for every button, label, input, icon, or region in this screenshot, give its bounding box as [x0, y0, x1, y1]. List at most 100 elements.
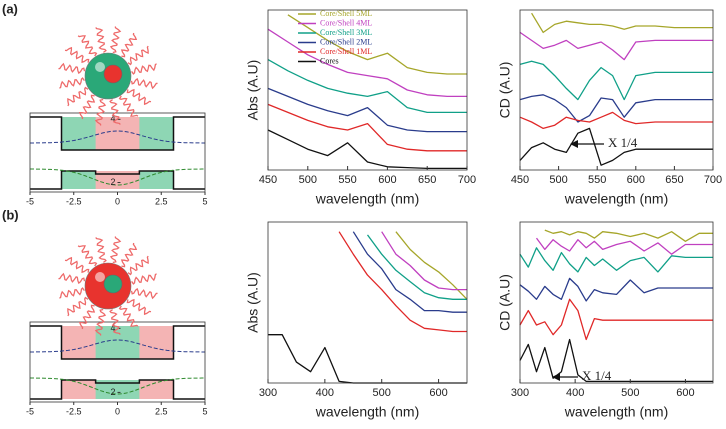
spectrum-line — [338, 231, 467, 333]
ligand — [94, 98, 107, 126]
ligand — [109, 99, 121, 125]
y-axis-label: CD (A.U) — [497, 274, 513, 331]
core-sphere — [103, 64, 123, 84]
ligand — [78, 304, 96, 330]
x-tick-label: 450 — [259, 174, 277, 186]
y-axis-label: Abs (A.U) — [245, 60, 261, 121]
legend-label: Core/Shell 3ML — [320, 28, 372, 37]
ligand — [58, 62, 86, 75]
spectrum-line — [531, 12, 713, 34]
y-axis-label: CD (A.U) — [497, 62, 513, 119]
spectrum-line — [519, 94, 713, 123]
x-tick-label: 700 — [704, 174, 722, 186]
ligand — [77, 35, 98, 57]
ligand — [95, 27, 107, 53]
spectrum-line — [519, 60, 713, 101]
x-tick-label: 600 — [676, 387, 694, 399]
spectrum-line — [352, 231, 467, 313]
ligand — [58, 272, 86, 285]
x-axis-label: wavelength (nm) — [315, 191, 420, 207]
x-tick-label: 300 — [511, 387, 529, 399]
spectrum-line — [381, 231, 467, 291]
ligand — [78, 94, 96, 120]
annotation: X 1/4 — [608, 135, 638, 150]
x-tick-label: -5 — [26, 196, 34, 206]
spectrum-line — [267, 59, 467, 114]
core-band — [95, 171, 140, 189]
spectrum-line — [544, 229, 713, 242]
y-tick-label: 4 — [110, 323, 115, 333]
x-tick-label: -2.5 — [66, 196, 82, 206]
x-tick-label: 650 — [418, 174, 436, 186]
y-tick-label: 2 — [110, 177, 115, 187]
spectrum-line — [267, 103, 467, 152]
x-tick-label: 500 — [299, 174, 317, 186]
x-tick-label: 2.5 — [155, 196, 168, 206]
ligand — [120, 242, 138, 268]
ligand — [64, 46, 90, 64]
y-tick-label: 2 — [110, 387, 115, 397]
ligand — [95, 237, 107, 263]
ligand — [109, 236, 122, 264]
x-axis-label: wavelength (nm) — [564, 191, 669, 207]
spectrum-line — [267, 28, 467, 98]
ligand — [120, 32, 138, 58]
ligand — [109, 309, 121, 335]
ligand — [118, 95, 139, 117]
x-tick-label: 600 — [378, 174, 396, 186]
y-axis-label: Abs (A.U) — [245, 272, 261, 333]
ligand — [118, 305, 139, 327]
ligand — [67, 296, 89, 317]
spectrum-line — [519, 298, 713, 341]
spectrum-line — [267, 87, 467, 133]
x-tick-label: 2.5 — [155, 406, 168, 416]
plot-frame — [519, 221, 714, 384]
x-axis-label: wavelength (nm) — [564, 404, 669, 420]
legend-label: Cores — [320, 56, 339, 65]
spectrum-line — [287, 14, 467, 75]
x-tick-label: 5 — [202, 406, 207, 416]
ligand — [131, 273, 157, 285]
x-tick-label: 650 — [665, 174, 683, 186]
x-tick-label: 600 — [429, 387, 447, 399]
band-edge — [30, 116, 205, 190]
x-tick-label: 550 — [338, 174, 356, 186]
spectrum-line — [519, 31, 713, 61]
legend-label: Core/Shell 5ML — [320, 9, 372, 18]
x-tick-label: 450 — [511, 174, 529, 186]
ligand — [130, 287, 158, 300]
wavefunction — [30, 377, 205, 395]
spectrum-line — [519, 338, 713, 383]
panel-label: (b) — [2, 207, 19, 222]
legend-label: Core/Shell 1ML — [320, 47, 372, 56]
highlight — [95, 272, 105, 282]
plot-frame — [519, 9, 714, 171]
legend-label: Core/Shell 2ML — [320, 37, 372, 46]
core-sphere — [103, 274, 123, 294]
x-tick-label: 5 — [202, 196, 207, 206]
spectrum-line — [395, 231, 468, 300]
ligand — [67, 86, 89, 107]
x-axis-label: wavelength (nm) — [315, 404, 420, 420]
x-tick-label: 500 — [549, 174, 567, 186]
x-tick-label: 600 — [627, 174, 645, 186]
x-tick-label: 550 — [588, 174, 606, 186]
ligand — [127, 255, 149, 276]
ligand — [126, 88, 152, 106]
ligand — [94, 308, 107, 336]
band-edge — [30, 325, 205, 400]
x-tick-label: 400 — [566, 387, 584, 399]
spectrum-line — [366, 234, 467, 300]
spectrum-line — [267, 129, 467, 170]
ligand — [59, 287, 85, 299]
ligand — [59, 77, 85, 89]
arrow-head — [570, 140, 578, 148]
wavefunction — [30, 168, 205, 186]
core-band — [95, 380, 140, 399]
x-tick-label: 500 — [373, 387, 391, 399]
legend-label: Core/Shell 4ML — [320, 18, 372, 27]
spectrum-line — [535, 237, 713, 255]
x-tick-label: 500 — [621, 387, 639, 399]
spectrum-line — [519, 277, 713, 302]
